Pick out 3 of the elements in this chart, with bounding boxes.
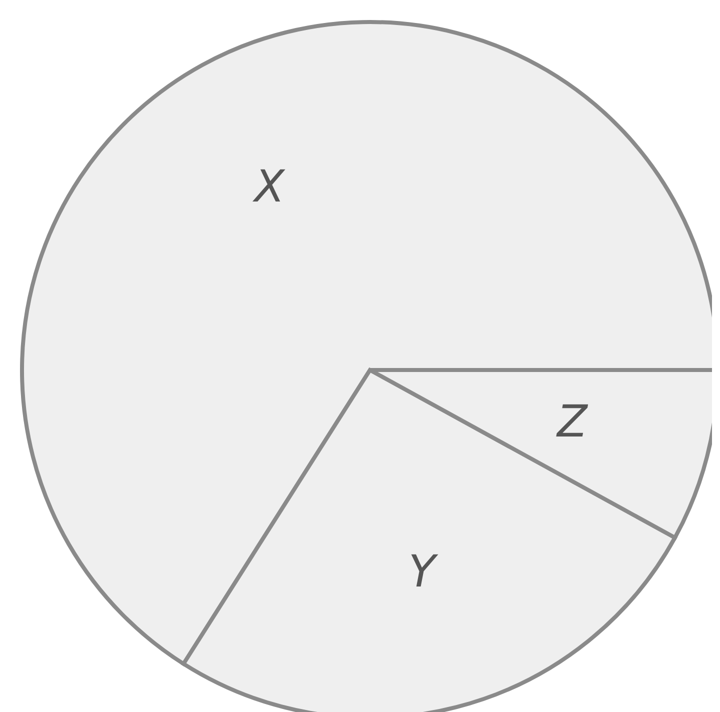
slice-label: Z: [556, 396, 588, 448]
slice-label: Y: [408, 546, 438, 598]
slice-label: X: [252, 162, 286, 213]
